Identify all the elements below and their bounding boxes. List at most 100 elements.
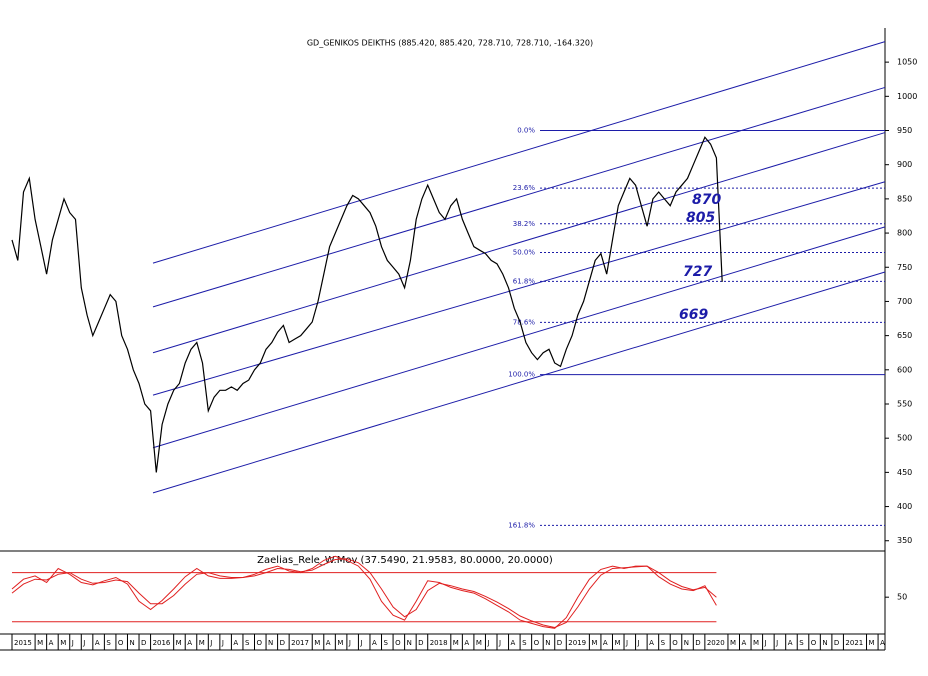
x-tick-label: J	[486, 639, 489, 647]
x-tick-label: A	[649, 639, 654, 647]
channel-line	[152, 181, 886, 396]
x-tick-label: D	[141, 639, 146, 647]
channel-line	[152, 226, 886, 449]
x-tick-label: A	[880, 639, 885, 647]
channel-line	[152, 271, 886, 494]
y-tick-label: 950	[897, 126, 912, 135]
x-tick-label: A	[742, 639, 747, 647]
x-tick-label: 2018	[430, 639, 448, 647]
y-tick-label: 750	[897, 263, 912, 272]
y-tick-label: 700	[897, 297, 912, 306]
x-tick-label: A	[95, 639, 100, 647]
x-tick-label: D	[557, 639, 562, 647]
y-tick-label: 800	[897, 229, 912, 238]
fib-label: 100.0%	[508, 371, 535, 379]
fib-label: 78.6%	[513, 318, 536, 326]
x-tick-label: J	[498, 639, 501, 647]
x-tick-label: M	[199, 639, 205, 647]
y-tick-label: 50	[897, 593, 907, 602]
fib-label: 23.6%	[513, 184, 536, 192]
x-tick-label: A	[49, 639, 54, 647]
x-tick-label: M	[869, 639, 875, 647]
x-tick-label: O	[811, 639, 817, 647]
annotation: 805	[686, 210, 715, 226]
x-tick-label: N	[129, 639, 134, 647]
x-tick-label: J	[764, 639, 767, 647]
x-tick-label: N	[407, 639, 412, 647]
y-tick-label: 650	[897, 331, 912, 340]
x-tick-label: D	[834, 639, 839, 647]
fib-label: 38.2%	[513, 220, 536, 228]
y-tick-label: 500	[897, 434, 912, 443]
channel-line	[152, 41, 886, 264]
x-tick-label: J	[82, 639, 85, 647]
y-tick-label: 1000	[897, 92, 917, 101]
x-tick-label: O	[118, 639, 124, 647]
y-tick-label: 900	[897, 160, 912, 169]
x-tick-label: D	[418, 639, 423, 647]
x-tick-label: A	[233, 639, 238, 647]
oscillator-line	[11, 558, 717, 629]
x-tick-label: S	[106, 639, 111, 647]
annotation: 669	[679, 307, 708, 323]
x-tick-label: M	[60, 639, 66, 647]
x-tick-label: N	[268, 639, 273, 647]
x-tick-label: A	[372, 639, 377, 647]
x-tick-label: J	[221, 639, 224, 647]
x-tick-label: D	[280, 639, 285, 647]
x-tick-label: M	[591, 639, 597, 647]
y-tick-label: 550	[897, 399, 912, 408]
x-tick-label: M	[37, 639, 43, 647]
chart-title: GD_GENIKOS DEIKTHS (885.420, 885.420, 72…	[307, 39, 593, 48]
annotation: 870	[692, 192, 721, 208]
x-tick-label: M	[614, 639, 620, 647]
fib-label: 50.0%	[513, 249, 536, 257]
price-line	[11, 136, 723, 473]
x-tick-label: J	[209, 639, 212, 647]
y-tick-label: 400	[897, 502, 912, 511]
fib-label: 161.8%	[508, 521, 535, 529]
x-tick-label: O	[257, 639, 263, 647]
x-tick-label: M	[314, 639, 320, 647]
x-tick-label: S	[661, 639, 666, 647]
x-tick-label: A	[788, 639, 793, 647]
x-tick-label: J	[625, 639, 628, 647]
x-tick-label: A	[464, 639, 469, 647]
x-tick-label: 2019	[568, 639, 586, 647]
oscillator-title: Zaelias_Rele_W.Mov (37.5490, 21.9583, 80…	[257, 555, 553, 566]
fib-label: 0.0%	[517, 127, 535, 135]
x-tick-label: A	[603, 639, 608, 647]
oscillator-line	[11, 555, 717, 629]
channel-line	[152, 86, 886, 308]
x-tick-label: D	[695, 639, 700, 647]
x-tick-label: J	[71, 639, 74, 647]
x-tick-label: N	[684, 639, 689, 647]
y-tick-label: 450	[897, 468, 912, 477]
y-tick-label: 350	[897, 536, 912, 545]
x-tick-label: 2017	[291, 639, 309, 647]
x-tick-label: J	[775, 639, 778, 647]
y-tick-label: 850	[897, 194, 912, 203]
x-tick-label: A	[326, 639, 331, 647]
x-tick-label: S	[799, 639, 804, 647]
x-tick-label: M	[730, 639, 736, 647]
x-tick-label: M	[176, 639, 182, 647]
x-tick-label: O	[672, 639, 678, 647]
fib-label: 61.8%	[513, 277, 536, 285]
x-tick-label: S	[522, 639, 527, 647]
x-tick-label: N	[545, 639, 550, 647]
x-tick-label: J	[359, 639, 362, 647]
x-tick-label: 2015	[14, 639, 32, 647]
x-tick-label: S	[245, 639, 250, 647]
x-tick-label: 2021	[845, 639, 863, 647]
x-tick-label: S	[384, 639, 389, 647]
x-tick-label: J	[637, 639, 640, 647]
x-tick-label: M	[453, 639, 459, 647]
x-tick-label: J	[348, 639, 351, 647]
x-tick-label: A	[187, 639, 192, 647]
x-tick-label: 2020	[707, 639, 725, 647]
x-tick-label: 2016	[153, 639, 171, 647]
y-tick-label: 1050	[897, 58, 917, 67]
